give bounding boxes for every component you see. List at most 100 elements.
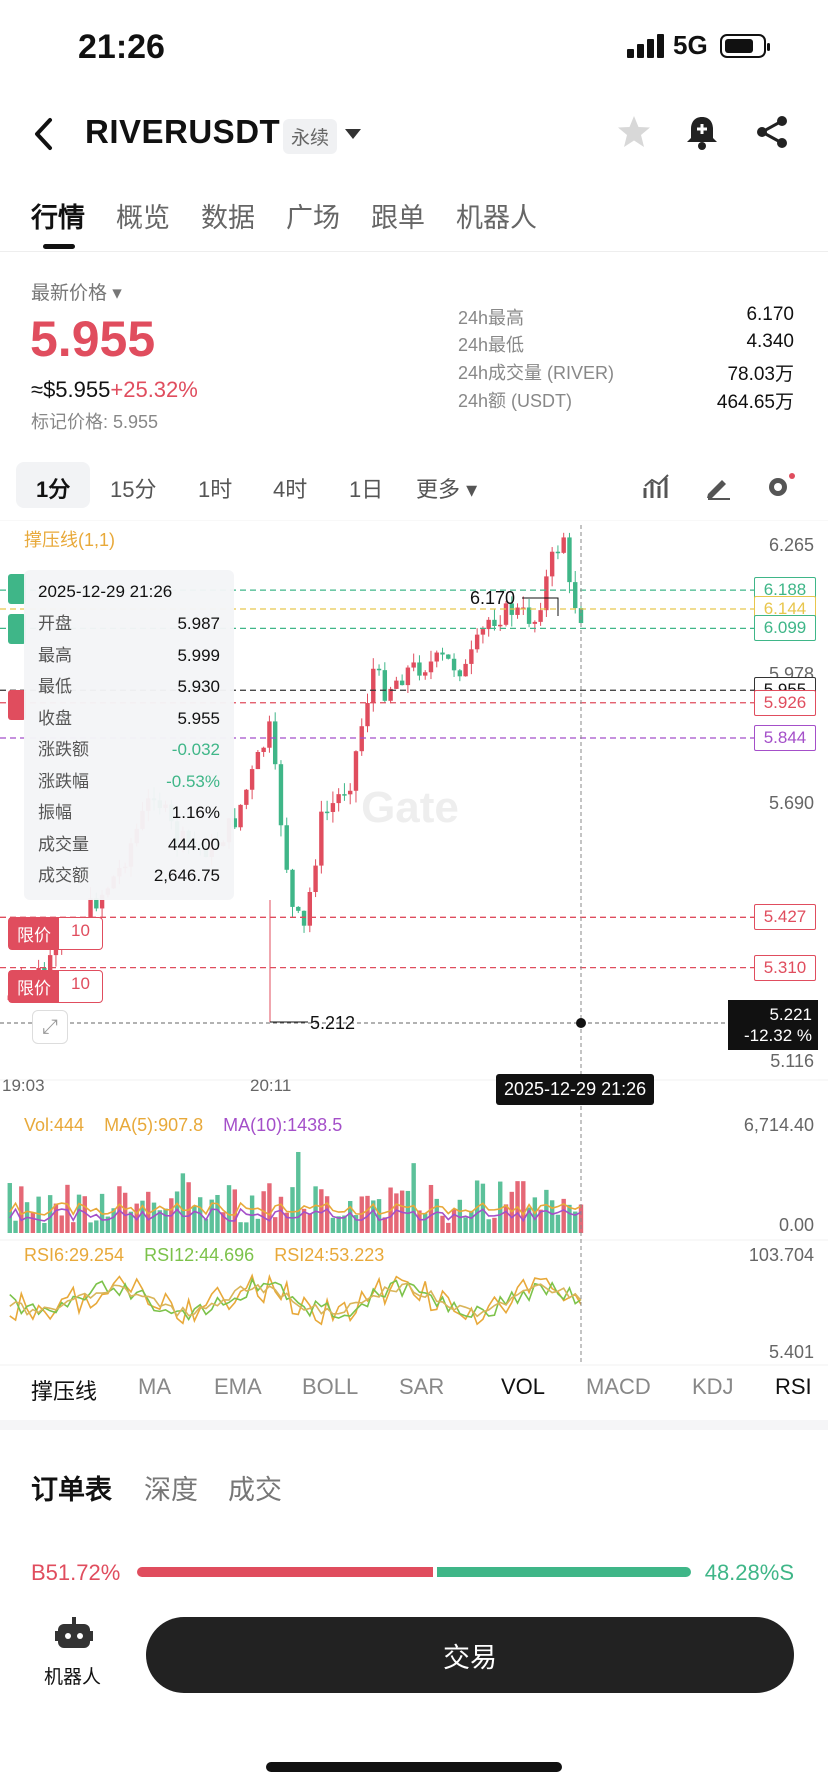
sell-ratio-bar [437,1567,691,1577]
indicator-kdj[interactable]: KDJ [692,1374,734,1399]
robot-icon[interactable] [55,1617,93,1653]
stat-label-volume: 24h成交量 (RIVER) [458,363,615,383]
candle-body [532,621,538,624]
limit-order-tag[interactable]: 限价 10 [8,917,103,950]
tooltip-row: 成交额 2,646.75 [38,860,220,892]
share-icon[interactable] [752,112,792,152]
volume-bar [197,1197,203,1233]
candle-body [382,670,388,701]
tooltip-key: 收盘 [38,708,72,728]
price-level-tag[interactable]: 5.926 [754,689,816,716]
x-tick-1: 19:03 [2,1076,45,1095]
candle-body [336,794,341,804]
tab-depth[interactable]: 深度 [144,1475,198,1505]
indicator-sr[interactable]: 撑压线 [31,1379,98,1404]
volume-bar [209,1199,214,1233]
timeframe-4h[interactable]: 4时 [273,477,308,502]
usd-value: ≈$5.955+25.32% [31,377,198,402]
price-level-tag[interactable]: 5.844 [754,725,816,751]
alert-bell-icon[interactable] [682,112,722,152]
indicator-boll[interactable]: BOLL [302,1374,359,1399]
timeframe-15m[interactable]: 15分 [110,477,157,502]
candle-body [474,634,480,650]
tooltip-key: 涨跌幅 [38,771,89,791]
volume-bar [238,1222,243,1233]
indicator-settings-icon[interactable] [642,472,672,500]
candle-body [88,898,93,922]
price-level-tag[interactable]: 6.099 [754,615,816,642]
tab-orderbook[interactable]: 订单表 [31,1475,112,1505]
expand-icon[interactable]: ⤢ [32,1010,68,1044]
tooltip-row: 最低 5.930 [38,671,220,703]
tab-trades[interactable]: 成交 [228,1475,282,1505]
volume-bar [19,1186,24,1233]
volume-bar [53,1203,59,1233]
star-icon[interactable] [614,112,654,152]
indicator-macd[interactable]: MACD [586,1374,651,1399]
price-level-tag[interactable]: 5.427 [754,904,816,931]
volume-bar [313,1186,318,1233]
indicator-sar[interactable]: SAR [399,1374,445,1399]
indicator-rsi[interactable]: RSI [775,1374,812,1399]
tab-copy-trade[interactable]: 跟单 [371,203,425,233]
tab-market[interactable]: 行情 [31,203,85,233]
volume-bar [296,1151,301,1233]
volume-bar [492,1217,497,1233]
tab-overview[interactable]: 概览 [116,203,170,233]
timeframe-1m[interactable]: 1分 [36,477,71,502]
volume-bar [157,1210,162,1233]
active-tab-indicator [43,244,75,249]
tooltip-time: 2025-12-29 21:26 [38,582,173,601]
tab-bots[interactable]: 机器人 [456,203,537,233]
order-tag-edge[interactable] [8,690,26,720]
candle-body [394,680,399,689]
price-level-tag[interactable]: 5.310 [754,954,816,981]
volume-bar [342,1215,347,1233]
volume-ma10-line [9,1207,582,1223]
contract-type-badge[interactable]: 永续 [283,119,338,154]
timeframe-more[interactable]: 更多 ▾ [416,477,478,502]
latest-price-label[interactable]: 最新价格 ▾ [31,283,122,304]
volume-bar [47,1195,53,1233]
y-tick-2: 5.690 [768,793,814,813]
tab-square[interactable]: 广场 [286,203,340,233]
volume-bar [423,1213,428,1233]
home-indicator [266,1762,562,1772]
sr-indicator-label: 撑压线(1,1) [24,530,115,550]
chart-settings-gear-icon[interactable] [764,472,796,500]
volume-bar [290,1187,295,1233]
pair-title[interactable]: RIVERUSDT [85,113,281,150]
candle-body [538,610,543,622]
robot-label[interactable]: 机器人 [44,1667,102,1688]
back-icon[interactable] [28,114,62,154]
timeframe-1h[interactable]: 1时 [198,477,233,502]
timeframe-1d[interactable]: 1日 [349,477,384,502]
limit-order-tag[interactable]: 限价 10 [8,970,103,1003]
timeframe-bar: 1分 15分 1时 4时 1日 更多 ▾ [0,462,828,508]
volume-legend: Vol:444 MA(5):907.8 MA(10):1438.5 [24,1115,343,1135]
volume-bar [13,1220,18,1233]
indicator-vol[interactable]: VOL [501,1374,546,1399]
candle-body [342,794,347,796]
candle-body [365,703,370,727]
draw-pen-icon[interactable] [704,472,732,500]
order-tag-edge[interactable] [8,574,26,604]
candle-body [417,662,422,676]
candle-body [42,967,47,971]
candle-body [423,672,428,676]
volume-bar [174,1191,180,1233]
order-tag-edge[interactable] [8,614,26,644]
candle-body [278,764,284,826]
volume-bar [371,1200,376,1233]
candle-body [555,551,561,554]
tab-data[interactable]: 数据 [201,203,255,233]
volume-bar [417,1210,422,1233]
pair-dropdown-icon[interactable] [345,129,361,139]
volume-bar [7,1183,12,1233]
indicator-ema[interactable]: EMA [214,1374,262,1399]
tooltip-value: -0.53% [166,771,220,791]
volume-bar [111,1208,116,1233]
indicator-ma[interactable]: MA [138,1374,171,1399]
trade-button[interactable]: 交易 [146,1617,794,1693]
volume-bar [42,1222,47,1233]
